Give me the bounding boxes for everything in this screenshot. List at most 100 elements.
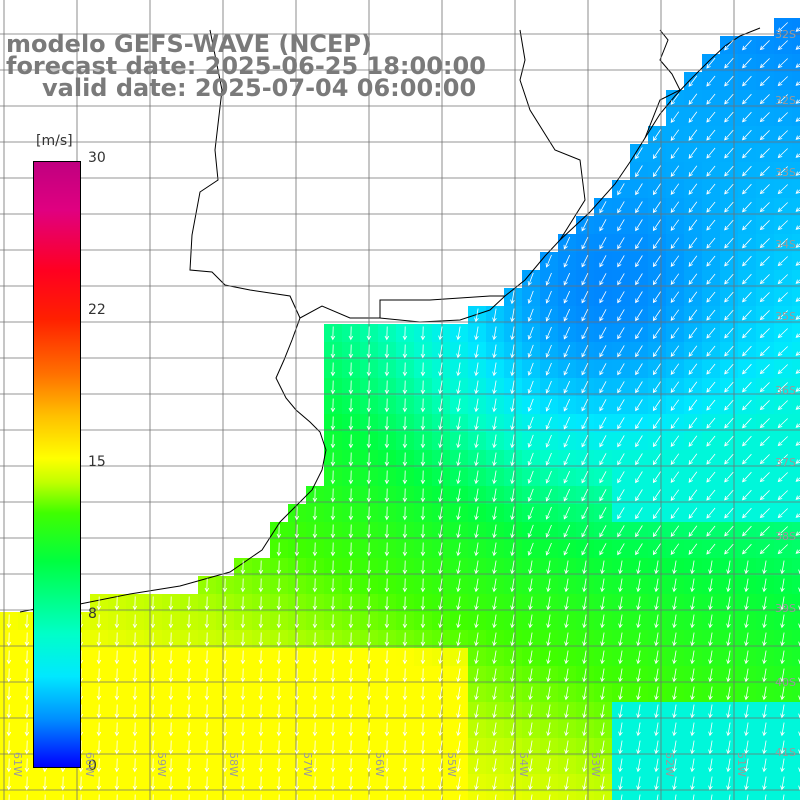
wind-arrow [114, 704, 120, 719]
wind-arrow [276, 578, 282, 593]
wind-arrow [276, 560, 282, 575]
wind-arrow [566, 794, 569, 800]
wind-arrow [706, 291, 716, 303]
colorbar [33, 161, 81, 768]
wind-arrow [492, 524, 497, 539]
wind-arrow [348, 740, 354, 755]
wind-speed-cell [792, 594, 800, 613]
wind-arrow [654, 596, 659, 611]
wind-arrow [330, 524, 336, 539]
wind-arrow [24, 722, 30, 737]
wind-arrow [582, 758, 587, 773]
wind-arrow [24, 704, 30, 719]
wind-arrow [599, 471, 607, 484]
wind-arrow [294, 686, 300, 701]
wind-arrow [688, 399, 698, 411]
wind-arrow [744, 740, 749, 755]
wind-arrow [456, 380, 461, 395]
wind-arrow [168, 740, 174, 755]
wind-arrow [670, 165, 680, 177]
wind-arrow [240, 560, 246, 575]
wind-arrow [168, 632, 174, 647]
wind-arrow [724, 273, 734, 285]
wind-arrow [456, 434, 461, 449]
wind-arrow [636, 650, 641, 665]
wind-arrow [186, 632, 192, 647]
wind-arrow [312, 596, 318, 611]
wind-arrow [510, 470, 515, 485]
wind-arrow [402, 578, 408, 593]
wind-arrow [384, 758, 390, 773]
wind-arrow [670, 543, 680, 555]
wind-arrow [456, 650, 461, 665]
wind-arrow [690, 632, 695, 647]
wind-arrow [795, 189, 800, 194]
wind-arrow [654, 668, 659, 683]
wind-arrow [366, 614, 372, 629]
wind-arrow [688, 309, 698, 321]
wind-arrow [706, 129, 716, 141]
wind-arrow [6, 668, 12, 683]
wind-arrow [759, 382, 770, 393]
wind-arrow [384, 362, 390, 377]
wind-speed-cell [792, 540, 800, 559]
wind-arrow [670, 237, 680, 249]
wind-arrow [599, 201, 607, 214]
wind-arrow [384, 668, 390, 683]
wind-arrow [708, 704, 713, 719]
wind-speed-cell [558, 792, 577, 800]
wind-arrow [242, 794, 244, 800]
wind-arrow [706, 147, 716, 159]
wind-arrow [742, 273, 752, 285]
wind-arrow [420, 740, 426, 755]
wind-arrow [168, 686, 174, 701]
wind-arrow [474, 344, 479, 359]
wind-arrow [635, 147, 643, 160]
wind-speed-cell [792, 468, 800, 487]
wind-arrow [276, 686, 282, 701]
wind-arrow [366, 596, 372, 611]
wind-speed-cell [612, 792, 631, 800]
wind-arrow [402, 380, 408, 395]
wind-arrow [690, 740, 695, 755]
wind-arrow [258, 776, 264, 791]
wind-arrow [186, 740, 192, 755]
wind-arrow [780, 650, 785, 665]
wind-arrow [672, 596, 677, 611]
wind-arrow [132, 704, 138, 719]
wind-arrow [492, 560, 497, 575]
wind-arrow [474, 704, 479, 719]
wind-arrow [150, 704, 156, 719]
wind-arrow [600, 578, 605, 593]
wind-arrow [652, 237, 661, 250]
wind-arrow [599, 399, 607, 412]
wind-arrow [724, 129, 734, 141]
wind-arrow [670, 129, 680, 141]
wind-arrow [420, 722, 426, 737]
wind-arrow [330, 740, 336, 755]
wind-arrow [186, 614, 192, 629]
wind-arrow [510, 614, 515, 629]
longitude-label: 57W [301, 752, 314, 777]
latitude-label: 40S [775, 676, 796, 689]
wind-arrow [636, 632, 641, 647]
latitude-label: 37S [775, 456, 796, 469]
wind-speed-cell [792, 522, 800, 541]
wind-arrow [545, 452, 552, 466]
wind-arrow [438, 704, 443, 719]
wind-arrow [474, 452, 479, 467]
wind-arrow [636, 596, 641, 611]
wind-arrow [617, 201, 625, 214]
wind-arrow [420, 434, 426, 449]
wind-arrow [474, 686, 479, 701]
wind-arrow [366, 722, 372, 737]
wind-arrow [24, 632, 30, 647]
wind-arrow [492, 344, 497, 359]
wind-arrow [726, 704, 731, 719]
wind-arrow [24, 758, 30, 773]
wind-arrow [510, 308, 515, 323]
wind-arrow [688, 129, 698, 141]
wind-arrow [350, 794, 352, 800]
wind-arrow [420, 470, 426, 485]
wind-arrow [690, 776, 695, 791]
